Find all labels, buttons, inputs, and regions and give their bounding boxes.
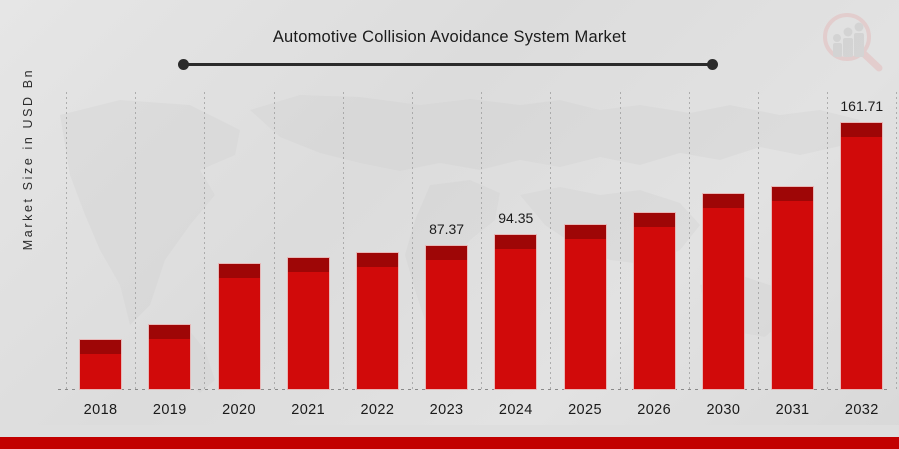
bar-2031 [771, 186, 815, 390]
footer-accent-band [0, 437, 899, 449]
bar-cap [149, 325, 191, 339]
bar-cap [218, 264, 260, 278]
gridline [896, 92, 898, 390]
x-axis-label-2022: 2022 [360, 402, 395, 418]
gridline [135, 92, 137, 390]
chart-title: Automotive Collision Avoidance System Ma… [272, 28, 627, 46]
bar-cap [287, 258, 329, 272]
gridline [342, 92, 344, 390]
gridline [481, 92, 483, 390]
company-watermark-logo [815, 10, 887, 72]
chart-gridlines [58, 92, 898, 390]
x-axis-label-2024: 2024 [498, 402, 533, 418]
gridline [758, 92, 759, 390]
bar-cap [841, 123, 883, 137]
bar-cap [356, 253, 398, 267]
x-axis-label-2026: 2026 [637, 402, 672, 418]
bar-value-label-2032: 161.71 [840, 98, 884, 114]
x-axis-label-2030: 2030 [706, 402, 741, 418]
gridline [550, 92, 552, 390]
bar-cap [564, 225, 606, 239]
x-axis-label-2020: 2020 [222, 402, 256, 418]
bar-2032 [840, 122, 884, 390]
bar-2026 [632, 212, 676, 390]
bar-series [58, 92, 888, 390]
x-axis-label-2019: 2019 [152, 402, 187, 418]
bar-2020 [217, 263, 261, 390]
bar-2023 [425, 245, 469, 390]
bar-2030 [701, 193, 745, 390]
bar-value-label-2024: 94.35 [498, 210, 534, 226]
bar-cap [426, 246, 468, 260]
bar-2022 [355, 252, 399, 390]
bar-cap [633, 213, 675, 227]
gridline [273, 92, 275, 390]
bar-cap [702, 194, 744, 208]
gridline [204, 92, 206, 390]
gridline [688, 92, 690, 390]
x-axis-label-2021: 2021 [291, 402, 326, 418]
gridline [412, 92, 413, 390]
x-axis-label-2031: 2031 [775, 402, 810, 418]
bar-2024 [494, 234, 538, 390]
gridline [66, 92, 67, 390]
bar-cap [772, 187, 814, 201]
y-axis-label: Market Size in USD Bn [21, 67, 35, 251]
bar-2021 [286, 257, 330, 390]
x-axis-label-2018: 2018 [83, 402, 118, 418]
bar-cap [495, 235, 537, 249]
bar-value-label-2023: 87.37 [429, 221, 465, 237]
title-rule [183, 63, 713, 66]
gridline [827, 92, 829, 390]
bar-cap [80, 340, 122, 354]
x-axis-label-2025: 2025 [568, 402, 602, 418]
footer-strip [0, 425, 899, 437]
bar-2018 [79, 339, 123, 390]
bar-2025 [563, 224, 607, 390]
title-rule-dot-right [707, 59, 718, 70]
bar-2019 [148, 324, 192, 390]
x-axis-label-2023: 2023 [429, 402, 464, 418]
x-axis-label-2032: 2032 [844, 402, 879, 418]
x-axis-baseline [58, 389, 888, 390]
gridline [619, 92, 621, 390]
